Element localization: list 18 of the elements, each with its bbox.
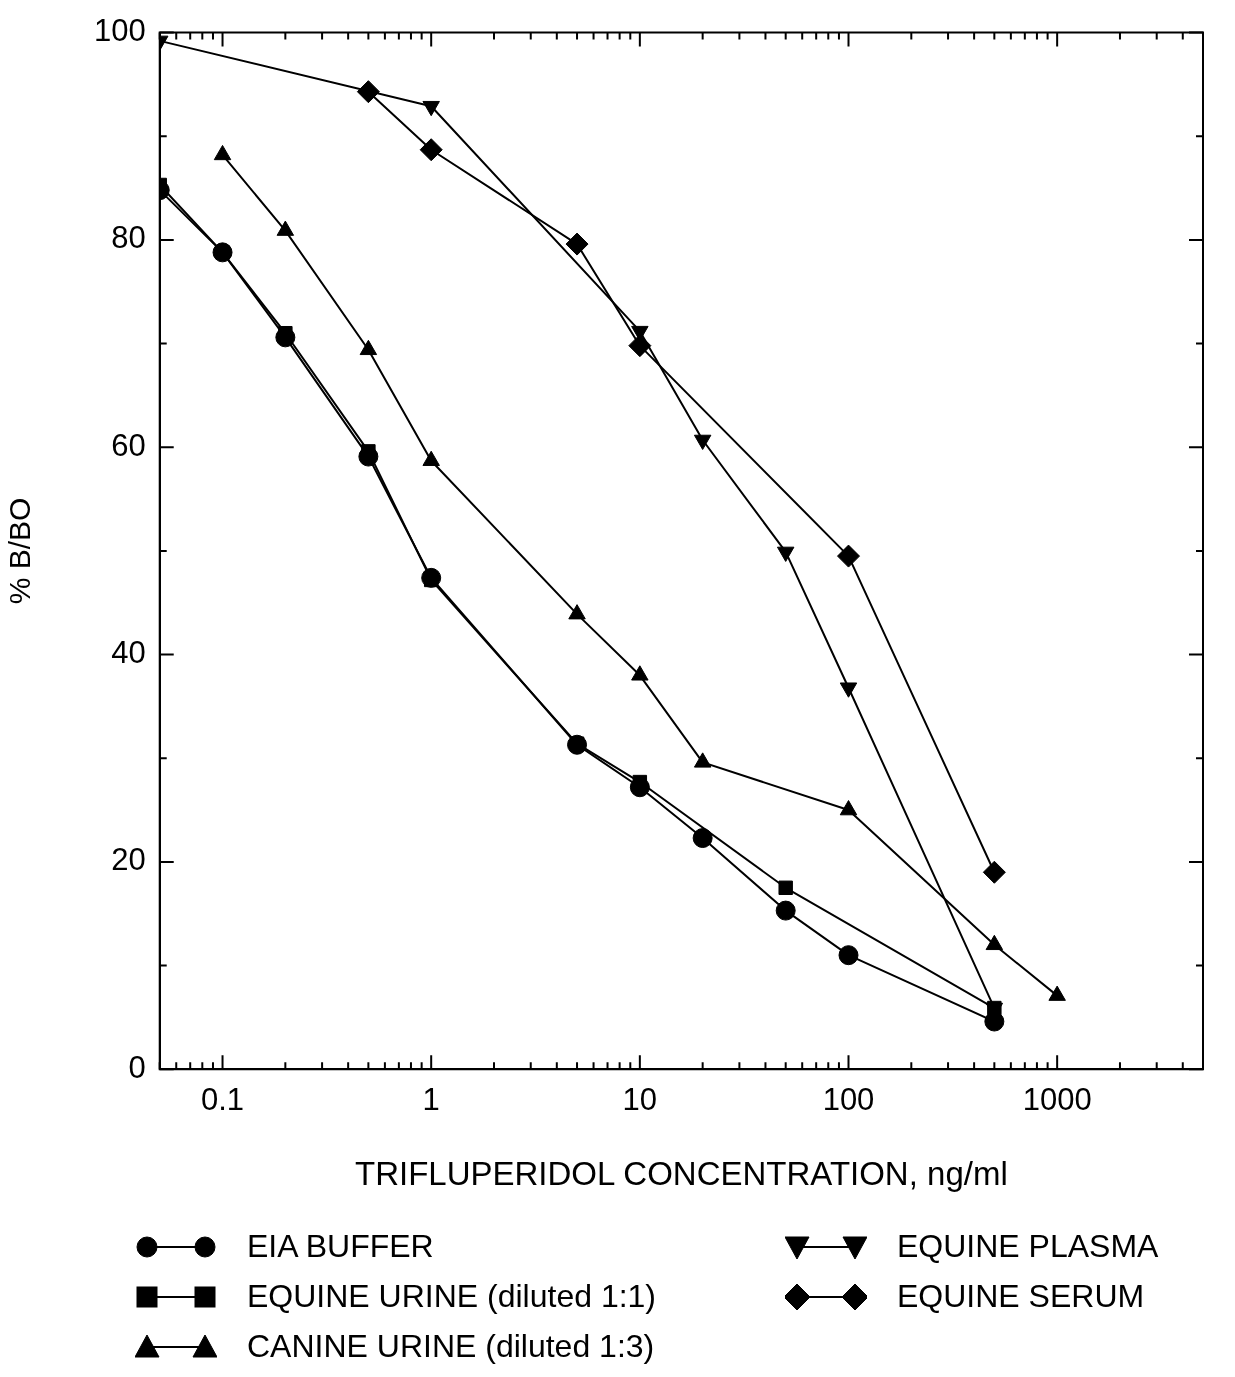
y-tick-label: 60 (111, 427, 146, 463)
legend-label: EQUINE PLASMA (897, 1228, 1159, 1265)
y-tick-label: 40 (111, 635, 146, 671)
x-axis-title: TRIFLUPERIDOL CONCENTRATION, ng/ml (354, 1155, 1008, 1193)
legend-label: CANINE URINE (diluted 1:3) (247, 1328, 655, 1365)
legend-label: EIA BUFFER (247, 1228, 434, 1265)
legend-label: EQUINE URINE (diluted 1:1) (247, 1278, 657, 1315)
y-axis-title: % B/BO (3, 497, 37, 605)
y-tick-label: 80 (111, 220, 146, 256)
x-tick-label: 10 (622, 1082, 658, 1118)
x-tick-label: 1 (422, 1082, 440, 1118)
y-tick-label: 0 (128, 1049, 146, 1085)
x-tick-label: 100 (822, 1082, 875, 1118)
y-tick-label: 100 (93, 13, 146, 49)
x-tick-label: 1000 (1022, 1082, 1092, 1118)
y-tick-label: 20 (111, 842, 146, 878)
x-tick-label: 0.1 (200, 1082, 245, 1118)
legend-label: EQUINE SERUM (897, 1278, 1145, 1315)
